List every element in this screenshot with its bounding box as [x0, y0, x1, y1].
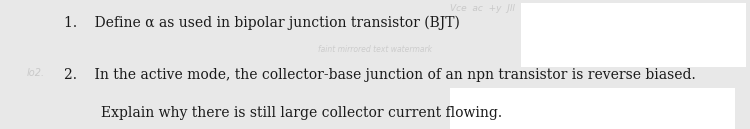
Text: lo2.: lo2.	[26, 68, 44, 78]
Text: Explain why there is still large collector current flowing.: Explain why there is still large collect…	[101, 106, 502, 120]
Text: 1.    Define α as used in bipolar junction transistor (BJT): 1. Define α as used in bipolar junction …	[64, 15, 460, 30]
Bar	[521, 3, 746, 67]
Text: faint mirrored text watermark: faint mirrored text watermark	[318, 45, 432, 54]
Text: 2.    In the active mode, the collector-base junction of an npn transistor is re: 2. In the active mode, the collector-bas…	[64, 68, 695, 82]
Text: Vce  ac  +y  Jll  =J: Vce ac +y Jll =J	[450, 4, 531, 13]
Bar	[450, 88, 735, 129]
